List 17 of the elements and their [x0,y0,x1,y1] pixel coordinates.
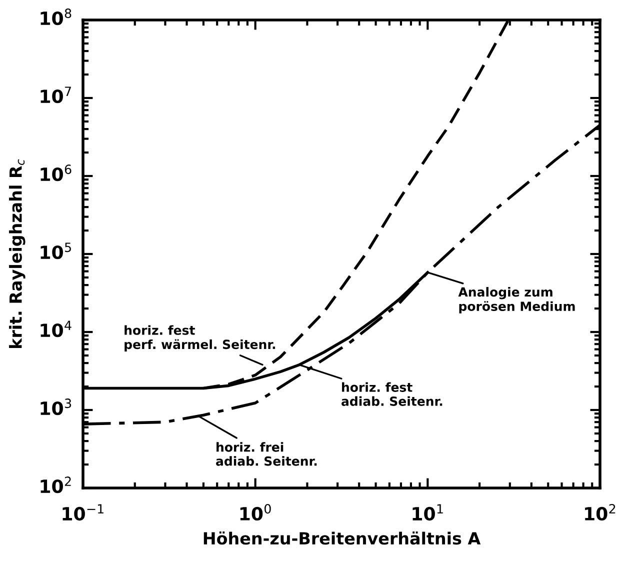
y-tick-label: 10$^{3}$ [40,398,72,416]
x-tick-label: 10$^{0}$ [240,504,271,521]
x-axis-title: Höhen-zu-Breitenverhältnis A [204,532,481,545]
annotation: Analogie zum porösen Medium [458,287,575,314]
y-tick-label: 10$^{6}$ [40,164,72,182]
x-tick-label: 10$^{2}$ [585,504,616,521]
annotation: horiz. fest perf. wärmel. Seitenr. [124,325,276,352]
y-tick-label: 10$^{5}$ [40,242,71,260]
annotation: horiz. frei adiab. Seitenr. [216,442,317,466]
y-tick-label: 10$^{4}$ [40,320,72,338]
y-tick-label: 10$^{7}$ [40,86,71,104]
x-tick-label: 10$^{1}$ [412,504,443,521]
y-tick-label: 10$^{2}$ [40,476,71,494]
y-tick-label: 10$^{8}$ [40,8,72,26]
x-tick-label: 10$^{−1}$ [62,504,104,521]
annotation: horiz. fest adiab. Seitenr. [342,382,442,406]
y-axis-title: krit. Rayleighzahl R$_{c}$ [9,159,26,348]
